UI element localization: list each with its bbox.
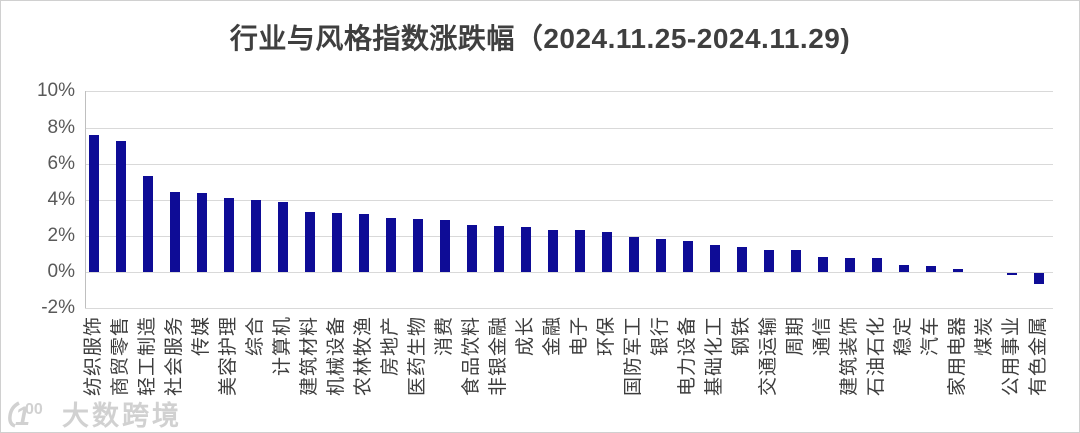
gridline bbox=[85, 127, 1053, 129]
bar bbox=[142, 176, 153, 273]
bar bbox=[466, 225, 477, 273]
bar bbox=[385, 217, 396, 272]
svg-text:1: 1 bbox=[15, 401, 30, 431]
bar bbox=[277, 201, 288, 272]
bar bbox=[925, 265, 936, 272]
y-axis-tick-label: 0% bbox=[47, 261, 75, 282]
y-axis bbox=[85, 91, 86, 309]
bar bbox=[952, 269, 963, 273]
y-axis-tick-label: 6% bbox=[47, 152, 75, 174]
bar bbox=[709, 244, 720, 272]
bar bbox=[628, 236, 639, 272]
watermark: 1 00 大数跨境 bbox=[5, 394, 182, 432]
y-axis-tick-label: -2% bbox=[41, 297, 75, 319]
bar bbox=[601, 232, 612, 273]
bar bbox=[844, 257, 855, 272]
bar bbox=[574, 230, 585, 273]
svg-text:00: 00 bbox=[25, 401, 43, 418]
bar bbox=[196, 192, 207, 272]
bar bbox=[439, 219, 450, 272]
watermark-logo-icon: 1 00 bbox=[8, 401, 43, 431]
bar bbox=[493, 225, 504, 272]
bar bbox=[331, 213, 342, 273]
bar bbox=[763, 250, 774, 273]
bar bbox=[817, 256, 828, 272]
bar bbox=[169, 191, 180, 272]
gridline bbox=[85, 91, 1053, 93]
y-axis-tick-label: 2% bbox=[47, 224, 75, 246]
gridline bbox=[85, 272, 1053, 273]
bar bbox=[520, 226, 531, 272]
gridline bbox=[85, 235, 1053, 237]
y-axis-tick-label: 8% bbox=[47, 116, 75, 138]
watermark-text: 大数跨境 bbox=[62, 401, 182, 431]
y-axis-tick-label: 4% bbox=[47, 188, 75, 210]
bar bbox=[898, 264, 909, 272]
bar bbox=[115, 141, 126, 273]
gridline bbox=[85, 163, 1053, 165]
gridline bbox=[85, 308, 1053, 310]
bar bbox=[790, 250, 801, 273]
bar bbox=[358, 214, 369, 273]
bar bbox=[1006, 273, 1017, 275]
bar bbox=[412, 218, 423, 272]
chart-title: 行业与风格指数涨跌幅（2024.11.25-2024.11.29) bbox=[229, 23, 851, 54]
bar bbox=[682, 241, 693, 273]
bar bbox=[547, 229, 558, 272]
bar bbox=[223, 197, 234, 272]
bar bbox=[250, 199, 261, 272]
bar bbox=[1033, 273, 1044, 284]
bar bbox=[304, 212, 315, 273]
bar bbox=[655, 238, 666, 272]
bar bbox=[871, 258, 882, 273]
gridline bbox=[85, 199, 1053, 201]
bar bbox=[736, 246, 747, 272]
bar bbox=[88, 134, 99, 272]
y-axis-tick-label: 10% bbox=[36, 80, 75, 102]
